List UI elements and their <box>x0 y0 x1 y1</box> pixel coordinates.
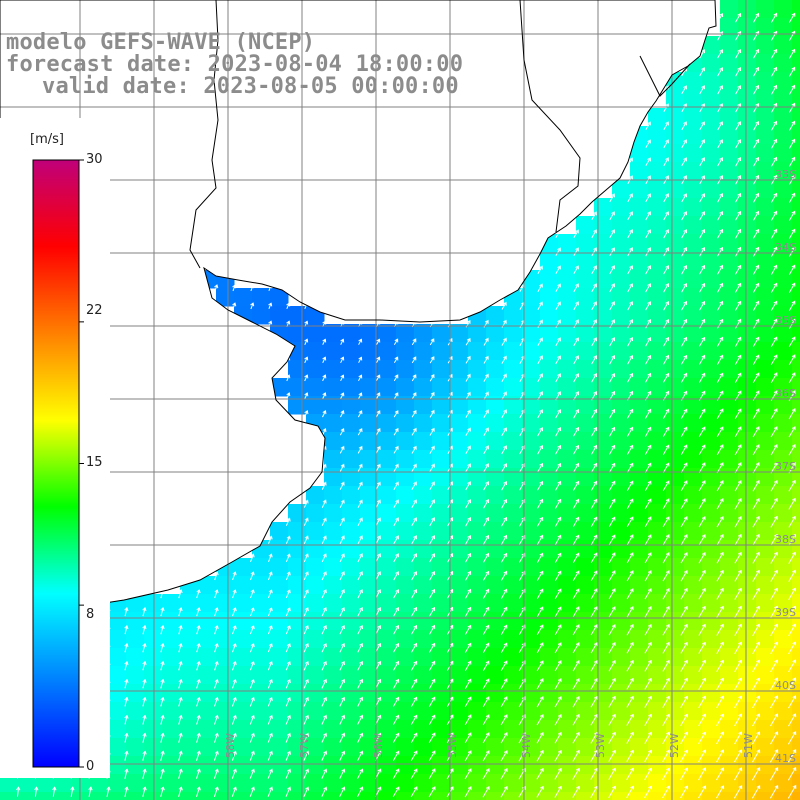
lon-label-51W: 51W <box>742 733 755 758</box>
lat-label-37S: 37S <box>775 460 796 473</box>
coastline <box>0 0 717 625</box>
lon-label-57W: 57W <box>298 733 311 758</box>
colorbar-tick-30: 30 <box>86 152 103 167</box>
lat-label-39S: 39S <box>775 606 796 619</box>
lon-label-55W: 55W <box>446 733 459 758</box>
lat-label-38S: 38S <box>775 533 796 546</box>
colorbar-scale <box>32 159 80 768</box>
wind-vectors <box>16 12 797 799</box>
lon-label-54W: 54W <box>520 733 533 758</box>
land-area <box>0 0 716 624</box>
lon-label-58W: 58W <box>224 733 237 758</box>
lat-label-34S: 34S <box>775 241 796 254</box>
lon-label-53W: 53W <box>594 733 607 758</box>
lat-label-36S: 36S <box>775 387 796 400</box>
longitude-labels: 58W 57W 56W 55W 54W 53W 52W 51W <box>224 733 755 758</box>
colorbar-unit: [m/s] <box>30 132 64 147</box>
lat-label-33S: 33S <box>775 168 796 181</box>
model-title: modelo GEFS-WAVE (NCEP) <box>6 30 316 55</box>
lat-label-35S: 35S <box>775 314 796 327</box>
latitude-labels: 33S 34S 35S 36S 37S 38S 39S 40S 41S <box>775 168 796 765</box>
colorbar-tick-0: 0 <box>86 759 95 774</box>
colorbar <box>0 118 110 778</box>
lon-label-52W: 52W <box>668 733 681 758</box>
colorbar-tick-22: 22 <box>86 303 103 318</box>
lat-label-41S: 41S <box>775 752 796 765</box>
forecast-date: forecast date: 2023-08-04 18:00:00 <box>6 52 464 77</box>
valid-date: valid date: 2023-08-05 00:00:00 <box>42 74 459 99</box>
colorbar-tick-15: 15 <box>86 455 103 470</box>
lon-label-56W: 56W <box>372 733 385 758</box>
colorbar-tick-8: 8 <box>86 607 95 622</box>
lat-label-40S: 40S <box>775 679 796 692</box>
